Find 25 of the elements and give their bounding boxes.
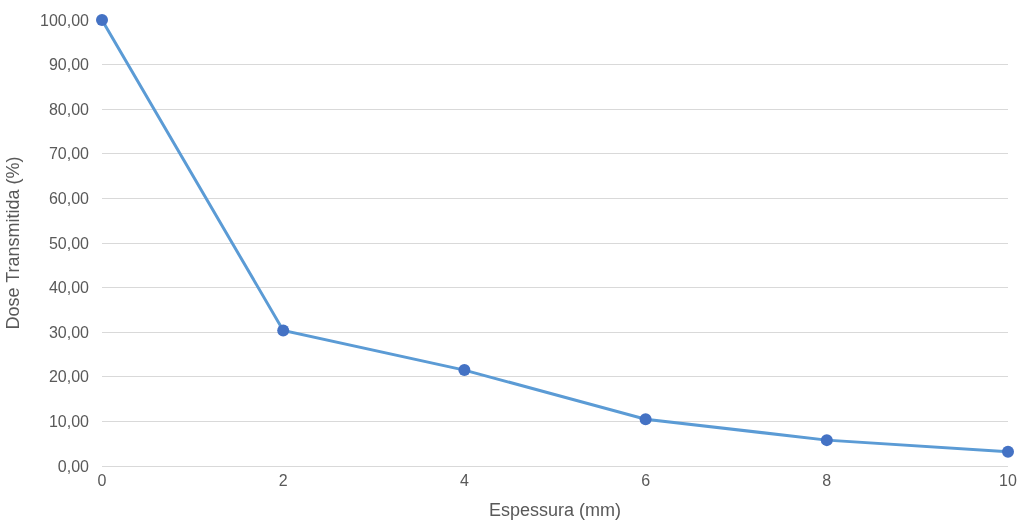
x-tick-label: 8 xyxy=(822,472,832,490)
point xyxy=(458,364,471,377)
y-tick-label: 90,00 xyxy=(48,56,90,74)
y-tick-label: 70,00 xyxy=(48,145,90,163)
point xyxy=(96,14,108,26)
point xyxy=(820,434,833,447)
y-tick-label: 80,00 xyxy=(48,100,90,118)
y-axis-title: Dose Transmitida (%) xyxy=(3,156,24,330)
y-tick-label: 30,00 xyxy=(48,323,90,341)
point xyxy=(639,413,652,426)
y-tick-label: 60,00 xyxy=(48,190,90,207)
x-tick-label: 4 xyxy=(459,472,469,490)
x-tick-label: 0 xyxy=(97,472,107,490)
point xyxy=(277,324,290,337)
x-tick-label: 6 xyxy=(641,472,651,490)
x-axis-title: Espessura (mm) xyxy=(488,500,622,521)
y-tick-label: 0,00 xyxy=(57,457,90,475)
y-tick-label: 10,00 xyxy=(48,413,90,430)
x-tick-label: 2 xyxy=(278,472,288,490)
point xyxy=(1002,445,1014,458)
y-tick-label: 50,00 xyxy=(48,234,90,252)
x-tick-label: 10 xyxy=(999,472,1017,490)
y-tick-label: 100,00 xyxy=(40,11,90,29)
y-tick-label: 40,00 xyxy=(48,279,90,297)
y-tick-label: 20,00 xyxy=(48,368,90,386)
